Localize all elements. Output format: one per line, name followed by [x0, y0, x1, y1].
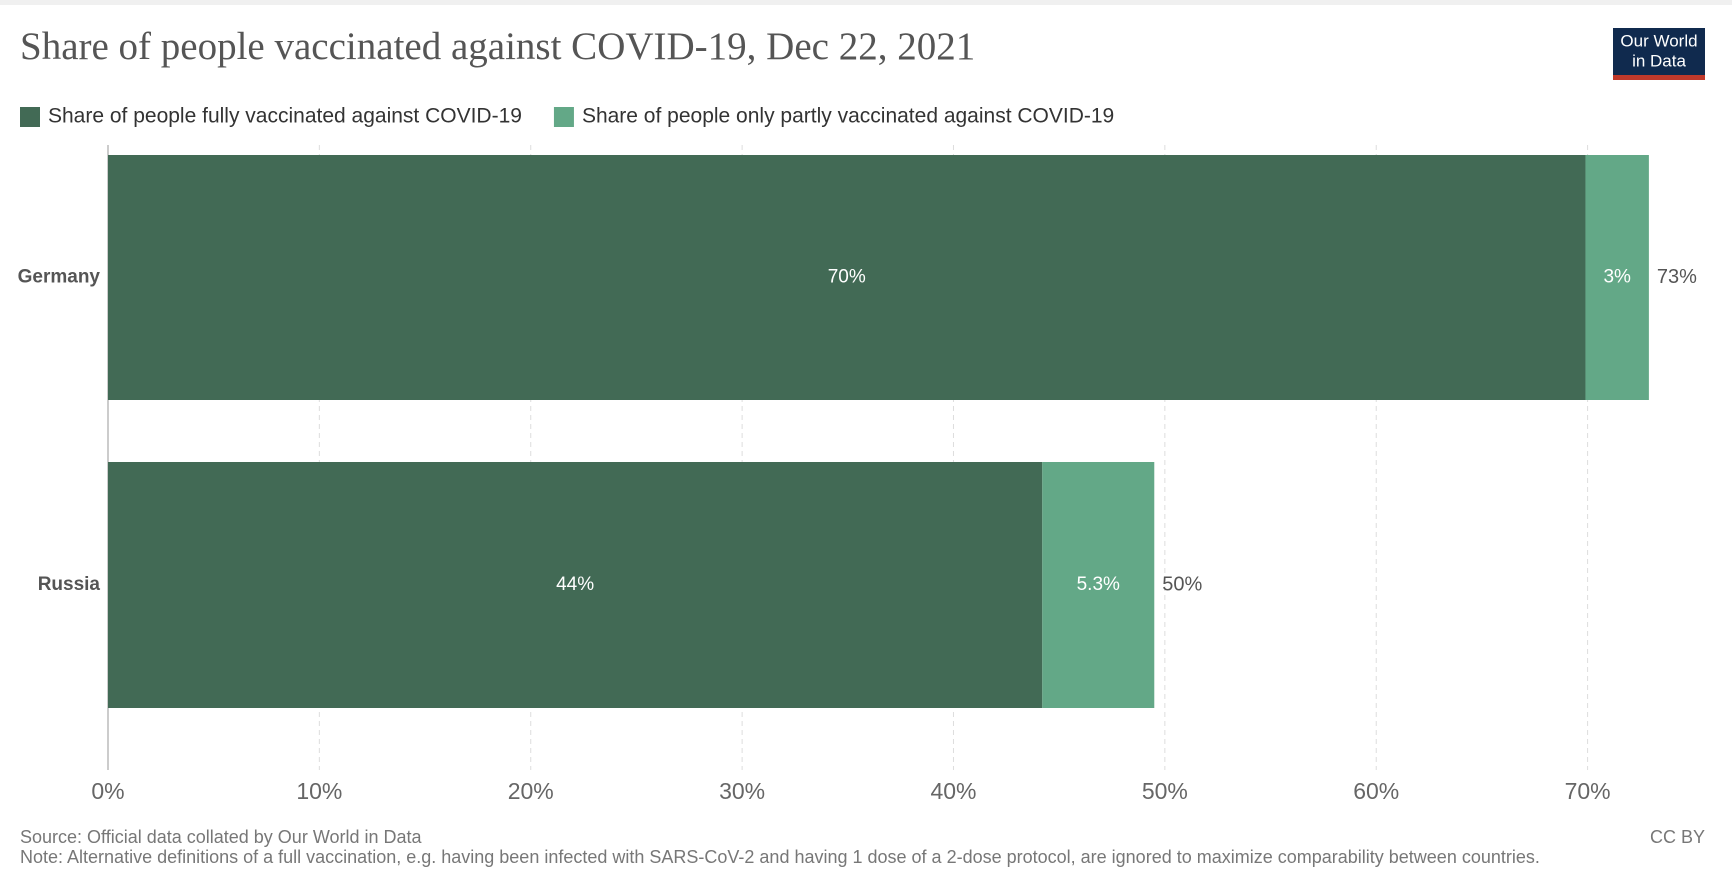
x-tick-label: 50% — [1142, 778, 1188, 804]
logo[interactable] — [1613, 28, 1705, 80]
value-label: 44% — [556, 574, 594, 595]
value-label: 5.3% — [1077, 574, 1120, 595]
x-tick-label: 10% — [296, 778, 342, 804]
note: Note: Alternative definitions of a full … — [20, 847, 1540, 867]
license[interactable]: CC BY — [1650, 827, 1705, 847]
legend-label: Share of people only partly vaccinated a… — [582, 105, 1114, 128]
bar-segment — [1585, 155, 1649, 400]
value-label: 3% — [1603, 267, 1631, 288]
logo-stripe — [1613, 75, 1705, 80]
y-tick-label: Germany — [18, 267, 101, 288]
source: Source: Official data collated by Our Wo… — [20, 827, 423, 847]
bar-segment — [108, 462, 1043, 708]
total-label: 73% — [1657, 266, 1697, 288]
x-tick-label: 20% — [508, 778, 554, 804]
value-label: 70% — [828, 267, 866, 288]
y-tick-label: Russia — [38, 574, 101, 595]
legend-label: Share of people fully vaccinated against… — [48, 105, 522, 128]
legend-swatch — [553, 107, 574, 127]
logo-text: in Data — [1632, 51, 1686, 70]
x-tick-label: 70% — [1565, 778, 1611, 804]
x-tick-label: 30% — [719, 778, 765, 804]
legend-swatch — [20, 107, 40, 127]
x-tick-label: 40% — [930, 778, 976, 804]
top-border — [0, 0, 1732, 5]
total-label: 50% — [1162, 573, 1202, 595]
bar-segment — [108, 155, 1586, 400]
chart-title: Share of people vaccinated against COVID… — [20, 25, 975, 68]
x-tick-label: 0% — [91, 778, 124, 804]
x-tick-label: 60% — [1353, 778, 1399, 804]
logo-text: Our World — [1620, 31, 1697, 50]
bar-segment — [1042, 462, 1155, 708]
